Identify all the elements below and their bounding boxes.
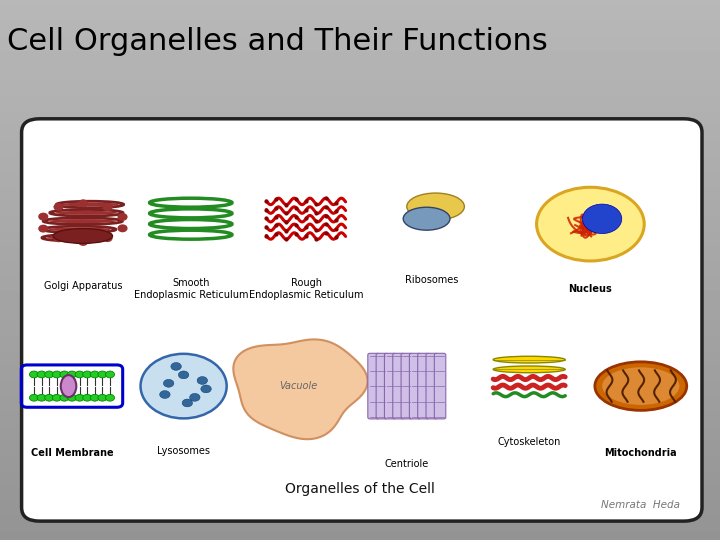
Circle shape (30, 371, 38, 378)
Ellipse shape (48, 227, 110, 232)
Text: Vacuole: Vacuole (279, 381, 318, 391)
Circle shape (98, 394, 107, 401)
Circle shape (45, 371, 54, 378)
Text: Nemrata  Heda: Nemrata Heda (601, 500, 680, 510)
Circle shape (118, 225, 127, 232)
Text: Cell Membrane: Cell Membrane (31, 448, 113, 458)
Circle shape (106, 394, 114, 401)
Text: Mitochondria: Mitochondria (605, 448, 677, 458)
Text: Lysosomes: Lysosomes (157, 446, 210, 456)
FancyBboxPatch shape (418, 353, 429, 419)
Text: Ribosomes: Ribosomes (405, 275, 459, 286)
Ellipse shape (403, 207, 450, 230)
Circle shape (189, 394, 200, 401)
Text: Smooth
Endoplasmic Reticulum: Smooth Endoplasmic Reticulum (133, 278, 248, 300)
Circle shape (60, 394, 69, 401)
FancyBboxPatch shape (376, 353, 387, 419)
Ellipse shape (602, 367, 680, 405)
Circle shape (171, 362, 181, 370)
Circle shape (37, 371, 46, 378)
Circle shape (106, 371, 114, 378)
Text: Organelles of the Cell: Organelles of the Cell (285, 482, 435, 496)
Ellipse shape (53, 228, 112, 244)
FancyBboxPatch shape (392, 353, 404, 419)
Circle shape (140, 354, 227, 418)
FancyBboxPatch shape (401, 353, 413, 419)
FancyBboxPatch shape (368, 353, 379, 419)
Circle shape (83, 371, 91, 378)
Ellipse shape (61, 202, 119, 207)
Circle shape (45, 394, 54, 401)
Circle shape (68, 371, 76, 378)
Ellipse shape (595, 362, 687, 410)
Circle shape (53, 394, 61, 401)
Circle shape (60, 371, 69, 378)
Circle shape (118, 214, 127, 220)
Ellipse shape (493, 356, 565, 363)
Ellipse shape (60, 375, 76, 397)
Circle shape (75, 371, 84, 378)
Text: Cytoskeleton: Cytoskeleton (498, 437, 561, 448)
Circle shape (98, 371, 107, 378)
FancyBboxPatch shape (410, 353, 420, 419)
FancyBboxPatch shape (434, 353, 446, 419)
Circle shape (182, 399, 192, 407)
Circle shape (179, 371, 189, 379)
Text: Golgi Apparatus: Golgi Apparatus (43, 281, 122, 291)
Circle shape (103, 235, 112, 241)
Ellipse shape (55, 211, 117, 215)
Circle shape (54, 235, 63, 241)
Polygon shape (233, 340, 368, 439)
Text: Centriole: Centriole (384, 459, 429, 469)
Circle shape (75, 394, 84, 401)
Text: Nucleus: Nucleus (569, 284, 612, 294)
Ellipse shape (407, 193, 464, 220)
Circle shape (30, 394, 38, 401)
Ellipse shape (493, 366, 565, 373)
Circle shape (37, 394, 46, 401)
Circle shape (582, 204, 622, 234)
Text: Cell Organelles and Their Functions: Cell Organelles and Their Functions (7, 27, 548, 56)
Circle shape (103, 204, 112, 211)
Circle shape (39, 225, 48, 232)
FancyBboxPatch shape (426, 353, 438, 419)
Circle shape (54, 204, 63, 210)
Circle shape (201, 385, 211, 393)
Circle shape (78, 239, 88, 245)
Ellipse shape (47, 235, 104, 240)
FancyBboxPatch shape (22, 119, 702, 521)
Circle shape (78, 200, 88, 207)
Circle shape (68, 394, 76, 401)
Circle shape (39, 213, 48, 220)
Text: Rough
Endoplasmic Reticulum: Rough Endoplasmic Reticulum (248, 278, 364, 300)
FancyBboxPatch shape (384, 353, 396, 419)
Circle shape (163, 380, 174, 387)
Ellipse shape (536, 187, 644, 261)
Circle shape (90, 394, 99, 401)
Circle shape (53, 371, 61, 378)
Ellipse shape (49, 219, 117, 223)
Circle shape (83, 394, 91, 401)
Circle shape (160, 390, 170, 399)
Circle shape (90, 371, 99, 378)
Circle shape (197, 376, 207, 384)
